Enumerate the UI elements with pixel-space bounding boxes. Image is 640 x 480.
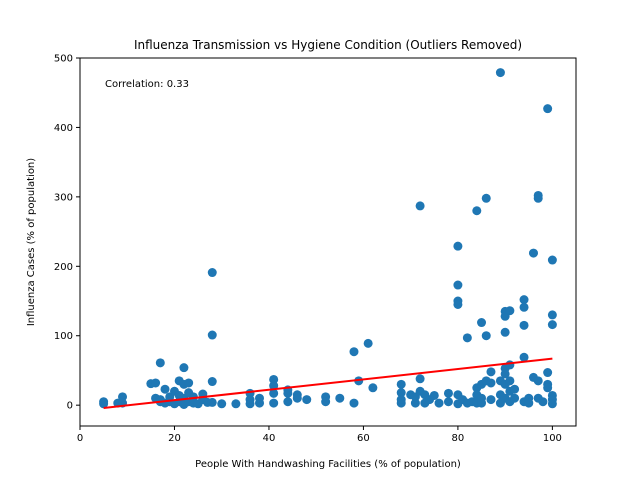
data-point: [505, 306, 515, 316]
data-point: [543, 383, 553, 393]
x-tick-label: 0: [77, 433, 83, 444]
data-point: [472, 206, 482, 216]
data-point: [453, 280, 463, 290]
data-point: [462, 333, 472, 343]
data-point: [184, 378, 194, 388]
data-points: [99, 68, 557, 409]
data-point: [486, 367, 496, 377]
data-point: [543, 368, 553, 378]
data-point: [495, 68, 505, 78]
data-point: [481, 193, 491, 203]
y-tick-label: 200: [54, 262, 73, 273]
x-axis: 0 20 40 60 80 100: [77, 426, 562, 444]
data-point: [396, 388, 406, 398]
data-point: [269, 374, 279, 384]
y-tick-label: 500: [54, 54, 73, 65]
data-point: [443, 388, 453, 398]
data-point: [269, 388, 279, 398]
data-point: [510, 384, 520, 394]
data-point: [363, 338, 373, 348]
x-tick-label: 80: [452, 433, 465, 444]
x-tick-label: 100: [543, 433, 562, 444]
correlation-annotation: Correlation: 0.33: [105, 79, 189, 90]
data-point: [519, 302, 529, 312]
data-point: [396, 379, 406, 389]
data-point: [453, 241, 463, 251]
data-point: [283, 397, 293, 407]
data-point: [207, 268, 217, 278]
data-point: [217, 399, 227, 409]
data-point: [349, 347, 359, 357]
data-point: [510, 393, 520, 403]
data-point: [415, 201, 425, 211]
data-point: [335, 393, 345, 403]
data-point: [453, 299, 463, 309]
data-point: [500, 327, 510, 337]
data-point: [477, 398, 487, 408]
data-point: [547, 399, 557, 409]
data-point: [547, 310, 557, 320]
chart-title: Influenza Transmission vs Hygiene Condit…: [134, 38, 522, 52]
trendline: [103, 357, 553, 409]
trendline-group: [103, 357, 553, 409]
data-point: [429, 390, 439, 400]
y-tick-label: 100: [54, 331, 73, 342]
y-tick-label: 0: [67, 401, 73, 412]
data-point: [321, 397, 331, 407]
data-point: [255, 398, 265, 408]
data-point: [349, 398, 359, 408]
data-point: [500, 369, 510, 379]
x-tick-label: 20: [168, 433, 181, 444]
axes-frame: [79, 57, 577, 427]
y-axis-label: Influenza Cases (% of population): [26, 158, 37, 326]
x-tick-label: 40: [263, 433, 276, 444]
data-point: [160, 384, 170, 394]
data-point: [481, 331, 491, 341]
data-point: [528, 248, 538, 258]
data-point: [245, 399, 255, 409]
data-point: [179, 363, 189, 373]
data-point: [519, 320, 529, 330]
data-point: [538, 397, 548, 407]
data-point: [434, 398, 444, 408]
x-tick-label: 60: [357, 433, 370, 444]
data-point: [533, 376, 543, 386]
y-tick-label: 300: [54, 192, 73, 203]
data-point: [486, 395, 496, 405]
data-point: [155, 358, 165, 368]
data-point: [519, 295, 529, 305]
y-tick-label: 400: [54, 123, 73, 134]
data-point: [519, 352, 529, 362]
data-point: [547, 320, 557, 330]
data-point: [368, 383, 378, 393]
data-point: [292, 393, 302, 403]
y-axis: 0 100 200 300 400 500: [54, 54, 80, 412]
data-point: [505, 360, 515, 370]
data-point: [269, 381, 279, 391]
data-point: [524, 398, 534, 408]
data-point: [269, 398, 279, 408]
data-point: [547, 255, 557, 265]
data-point: [231, 399, 241, 409]
data-point: [207, 330, 217, 340]
data-point: [207, 377, 217, 387]
data-point: [151, 378, 161, 388]
data-point: [543, 104, 553, 114]
data-point: [443, 397, 453, 407]
data-point: [477, 318, 487, 328]
data-point: [410, 398, 420, 408]
data-point: [302, 395, 312, 405]
data-point: [533, 193, 543, 203]
data-point: [396, 395, 406, 405]
data-point: [505, 376, 515, 386]
x-axis-label: People With Handwashing Facilities (% of…: [195, 459, 461, 470]
data-point: [118, 392, 128, 402]
data-point: [207, 397, 217, 407]
data-point: [283, 388, 293, 398]
data-point: [99, 399, 109, 409]
data-point: [486, 378, 496, 388]
data-point: [415, 374, 425, 384]
